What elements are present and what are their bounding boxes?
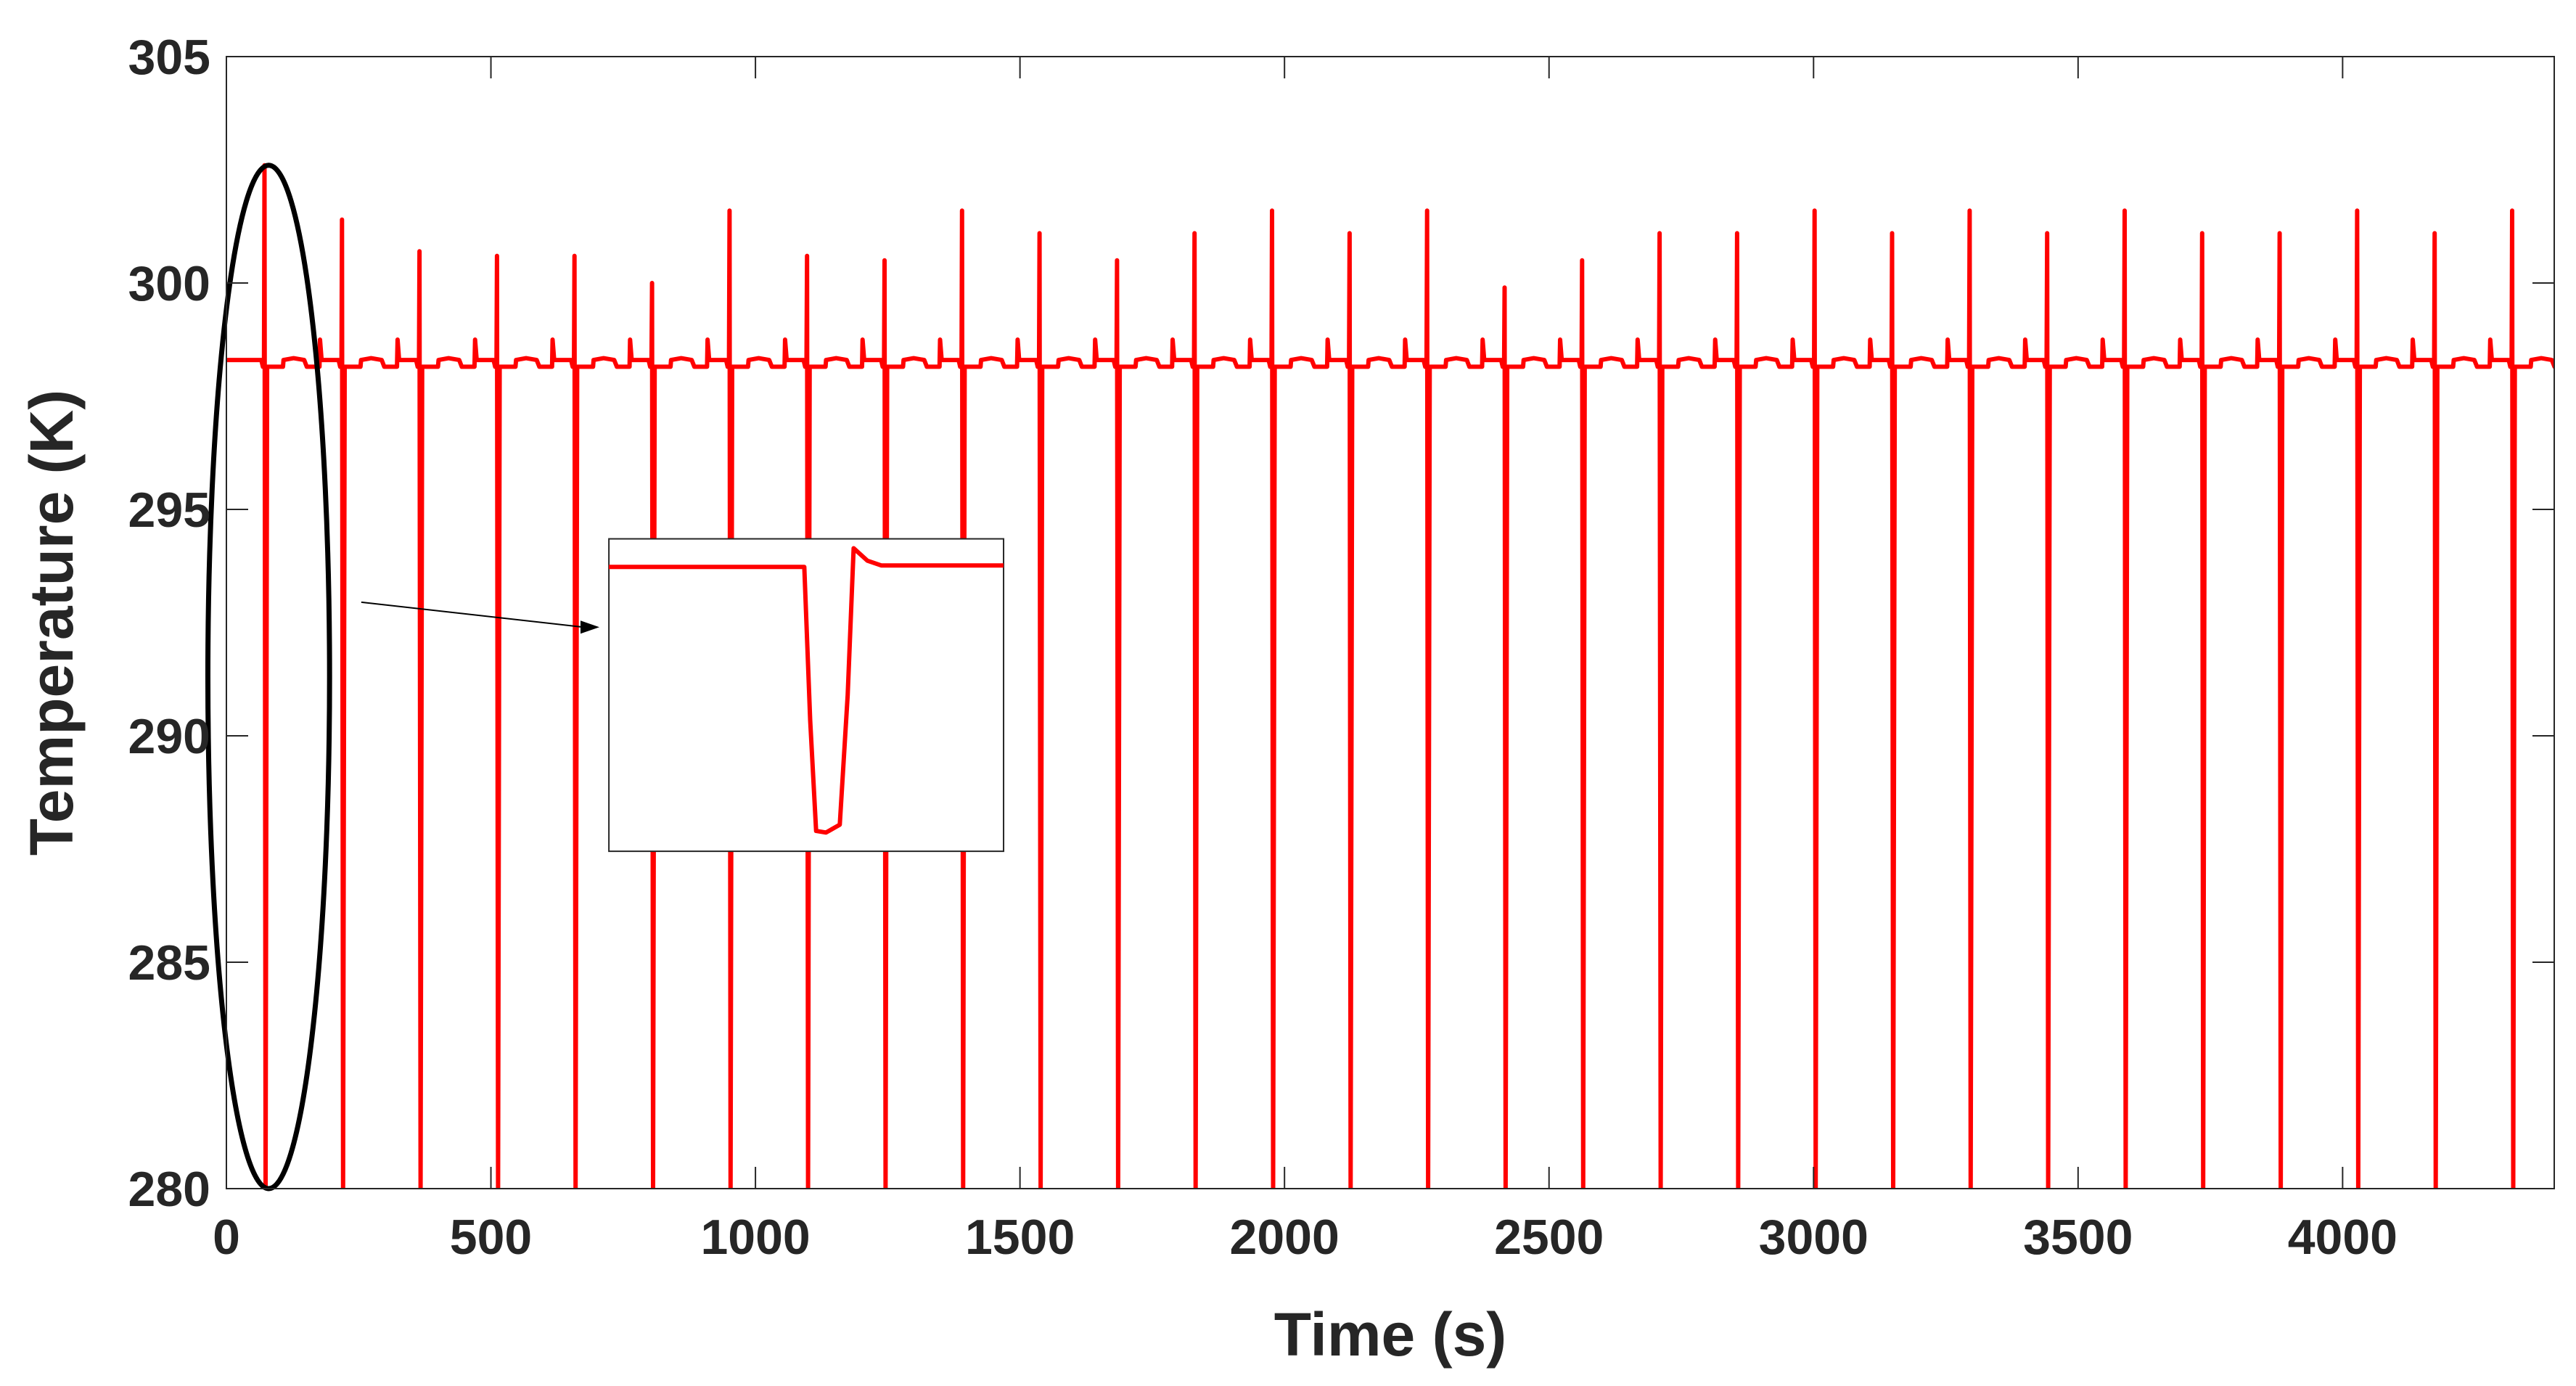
zoom-arrow-line xyxy=(361,601,584,628)
x-axis-title: Time (s) xyxy=(1274,1300,1507,1369)
x-tick-label: 4000 xyxy=(2288,1210,2397,1265)
x-tick-label: 0 xyxy=(213,1210,240,1265)
x-tick-label: 1500 xyxy=(965,1210,1075,1265)
y-tick-label: 285 xyxy=(128,935,210,991)
x-tick-label: 2000 xyxy=(1230,1210,1340,1265)
x-tick-label: 500 xyxy=(450,1210,532,1265)
temperature-line xyxy=(226,163,2554,1189)
zoom-arrow-head xyxy=(581,620,600,634)
x-tick-label: 3500 xyxy=(2023,1210,2133,1265)
y-axis-title: Temperature (K) xyxy=(17,390,86,856)
inset-layer xyxy=(608,538,1005,853)
y-tick-label: 300 xyxy=(128,256,210,311)
inset-line xyxy=(609,546,1004,835)
x-tick-label: 1000 xyxy=(700,1210,810,1265)
plot-frame xyxy=(226,56,2555,1189)
x-tick-label: 3000 xyxy=(1759,1210,1869,1265)
y-tick-label: 290 xyxy=(128,709,210,764)
y-tick-label: 305 xyxy=(128,30,210,85)
ticks-layer xyxy=(226,56,2554,1189)
y-tick-label: 295 xyxy=(128,483,210,538)
x-tick-label: 2500 xyxy=(1494,1210,1604,1265)
tick-labels: 0 500 1000 1500 2000 2500 3000 3500 4000 280 285 29… xyxy=(128,30,2397,1265)
y-tick-label: 280 xyxy=(128,1162,210,1217)
series-layer xyxy=(226,163,2554,1189)
